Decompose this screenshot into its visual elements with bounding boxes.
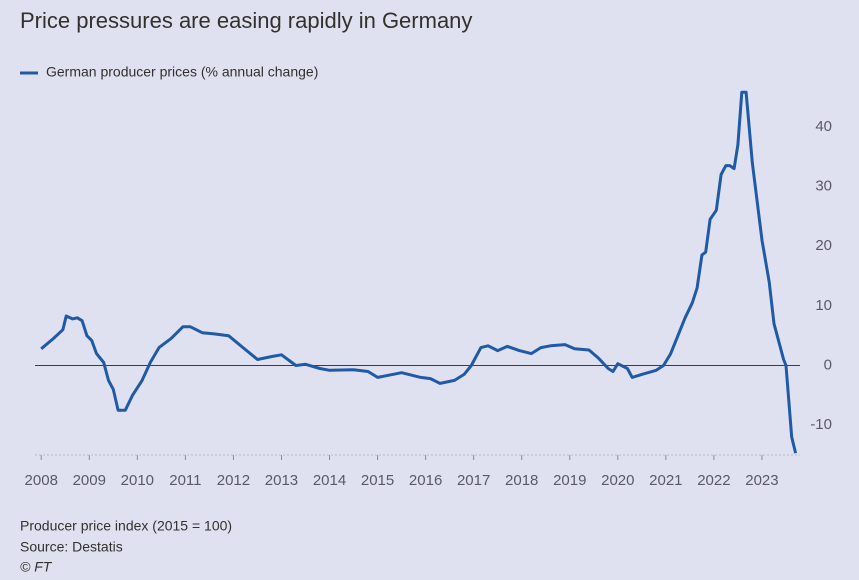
note: © FT bbox=[20, 559, 53, 575]
x-tick-label: 2013 bbox=[265, 472, 298, 489]
x-tick-label: 2022 bbox=[697, 472, 730, 489]
x-tick-label: 2011 bbox=[169, 472, 201, 489]
x-tick-label: 2010 bbox=[121, 472, 154, 489]
y-tick-label: 40 bbox=[815, 118, 832, 135]
y-tick-label: 10 bbox=[815, 297, 832, 314]
note: Producer price index (2015 = 100) bbox=[20, 518, 232, 534]
y-tick-label: 30 bbox=[815, 177, 832, 194]
y-tick-label: 20 bbox=[815, 237, 832, 254]
x-tick-label: 2012 bbox=[217, 472, 250, 489]
x-tick-label: 2017 bbox=[457, 472, 490, 489]
x-tick-label: 2015 bbox=[361, 472, 394, 489]
x-tick-label: 2021 bbox=[649, 472, 682, 489]
x-tick-label: 2019 bbox=[553, 472, 586, 489]
legend-label: German producer prices (% annual change) bbox=[46, 64, 318, 80]
x-tick-label: 2016 bbox=[409, 472, 442, 489]
y-tick-label: -10 bbox=[810, 416, 832, 433]
x-tick-label: 2014 bbox=[313, 472, 346, 489]
x-tick-label: 2018 bbox=[505, 472, 538, 489]
note: Source: Destatis bbox=[20, 539, 123, 555]
x-tick-label: 2023 bbox=[745, 472, 778, 489]
x-tick-label: 2008 bbox=[25, 472, 58, 489]
line bbox=[40, 90, 798, 454]
y-tick-label: 0 bbox=[824, 356, 832, 373]
chart-title: Price pressures are easing rapidly in Ge… bbox=[20, 8, 472, 33]
x-tick-label: 2020 bbox=[601, 472, 634, 489]
x-tick-label: 2009 bbox=[73, 472, 106, 489]
